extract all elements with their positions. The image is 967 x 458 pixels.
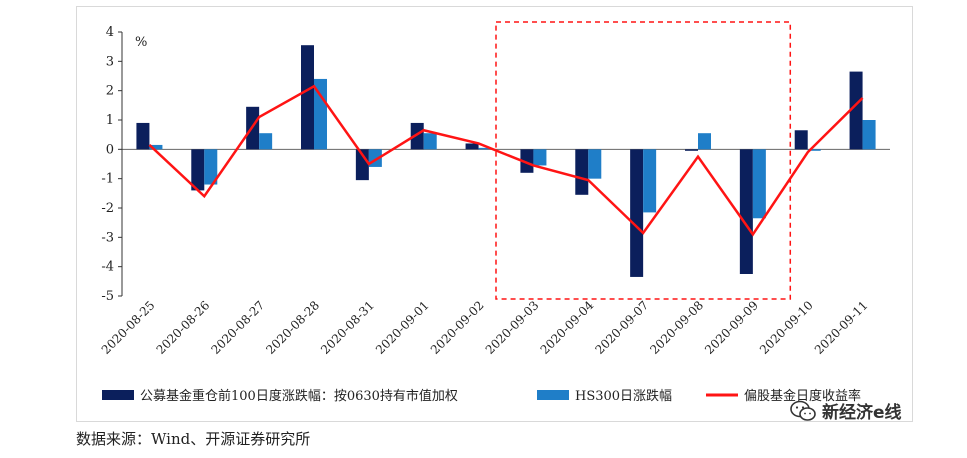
wechat-icon [790,400,816,421]
bar-fund-top100 [630,149,644,277]
bar-fund-top100 [575,149,589,195]
bar-hs300 [314,78,327,150]
y-tick-label: 4 [106,25,114,40]
bar-fund-top100 [355,149,369,181]
x-tick-label: 2020-08-28 [263,298,322,357]
x-tick-label: 2020-08-25 [99,298,158,357]
bar-hs300 [423,133,437,150]
bar-fund-top100 [520,149,534,173]
y-tick-label: -3 [101,230,114,245]
x-tick-label: 2020-09-04 [538,298,597,357]
bar-hs300 [204,149,218,185]
bar-fund-top100 [301,45,314,150]
bar-hs300 [533,149,547,166]
bar-hs300 [588,149,602,179]
bar-fund-top100 [410,122,424,150]
bar-hs300 [698,133,711,150]
y-tick-label: -1 [101,172,114,187]
legend-label-equity-fund: 偏股基金日度收益率 [744,388,861,404]
x-tick-label: 2020-09-01 [373,298,432,357]
x-tick-label: 2020-09-08 [647,298,706,357]
legend-label-fund-top100: 公募基金重仓前100日度涨跌幅：按0630持有市值加权 [140,388,458,404]
watermark-text: 新经济e线 [822,403,902,423]
y-tick-label: 0 [106,142,114,157]
legend-swatch-fund-top100 [102,390,134,400]
bar-hs300 [752,149,766,219]
watermark: 新经济e线 [790,398,902,423]
y-tick-label: -2 [101,201,114,216]
x-tick-label: 2020-09-03 [483,298,542,357]
bar-hs300 [807,149,821,151]
bar-fund-top100 [191,149,205,191]
bar-hs300 [478,147,492,150]
x-tick-label: 2020-09-10 [757,298,816,357]
bar-fund-top100 [136,122,150,150]
x-tick-label: 2020-09-02 [428,298,487,357]
bar-hs300 [643,149,657,213]
bar-fund-top100 [794,130,808,150]
y-tick-label: 1 [106,113,114,128]
bar-hs300 [862,120,876,150]
legend-label-hs300: HS300日涨跌幅 [575,388,672,404]
x-tick-label: 2020-09-07 [592,298,651,357]
y-unit-label: % [135,35,147,50]
y-tick-label: -4 [101,260,114,275]
chart-frame [76,6,913,422]
highlight-box [495,21,792,300]
bar-fund-top100 [685,149,698,151]
bar-hs300 [259,133,273,150]
x-tick-label: 2020-09-11 [812,298,871,357]
x-tick-label: 2020-08-27 [208,298,267,357]
legend-swatch-hs300 [537,390,569,400]
bar-fund-top100 [739,149,753,274]
y-tick-label: 2 [106,84,114,99]
x-tick-label: 2020-09-09 [702,298,761,357]
line-equity-fund [148,84,864,237]
x-tick-label: 2020-08-26 [154,298,213,357]
bar-fund-top100 [465,143,479,150]
bar-fund-top100 [849,71,863,150]
bar-hs300 [149,144,163,150]
y-tick-label: -5 [101,289,114,304]
source-note: 数据来源：Wind、开源证券研究所 [76,430,311,448]
x-tick-label: 2020-08-31 [318,298,377,357]
y-tick-label: 3 [106,54,114,69]
